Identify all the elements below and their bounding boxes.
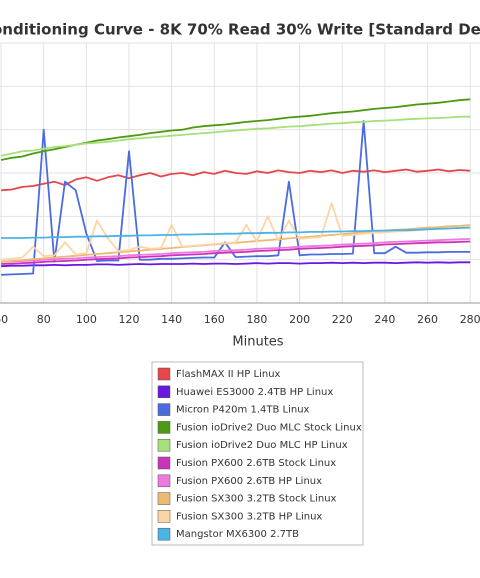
- legend-swatch: [157, 527, 171, 541]
- x-tick-label: 240: [374, 313, 395, 326]
- chart-title: onditioning Curve - 8K 70% Read 30% Writ…: [0, 21, 480, 39]
- x-tick-label: 280: [460, 313, 480, 326]
- legend-swatch: [157, 385, 171, 399]
- series-line: [1, 226, 471, 239]
- legend-label: Huawei ES3000 2.4TB HP Linux: [176, 387, 333, 398]
- legend-label: Fusion PX600 2.6TB HP Linux: [176, 476, 322, 487]
- plot: [0, 42, 480, 304]
- series-line: [1, 120, 471, 276]
- x-tick-label: 140: [161, 313, 182, 326]
- x-tick-label: 260: [417, 313, 438, 326]
- x-tick-label: 220: [332, 313, 353, 326]
- legend-swatch: [157, 403, 171, 416]
- x-axis-label: Minutes: [232, 335, 283, 350]
- legend-swatch: [157, 367, 171, 381]
- series-line: [1, 240, 471, 265]
- legend-swatch: [157, 438, 171, 452]
- series-line: [1, 261, 471, 268]
- legend-label: Fusion SX300 3.2TB HP Linux: [176, 511, 322, 522]
- legend-label: Fusion SX300 3.2TB Stock Linux: [176, 494, 337, 505]
- legend-label: Micron P420m 1.4TB Linux: [176, 405, 310, 416]
- x-tick-label: 200: [289, 313, 310, 326]
- legend-swatch: [157, 474, 171, 488]
- x-tick-label: 100: [76, 313, 97, 326]
- legend-swatch: [157, 510, 171, 523]
- legend-swatch: [157, 421, 171, 434]
- legend-swatch: [157, 456, 171, 470]
- series-line: [1, 168, 471, 192]
- series-line: [1, 202, 471, 261]
- legend-label: FlashMAX II HP Linux: [176, 369, 281, 380]
- legend-label: Mangstor MX6300 2.7TB: [176, 529, 299, 540]
- series-line: [1, 238, 471, 263]
- x-tick-label: 180: [246, 313, 267, 326]
- legend-label: Fusion ioDrive2 Duo MLC HP Linux: [176, 440, 348, 451]
- x-tick-label: 160: [204, 313, 225, 326]
- legend-label: Fusion PX600 2.6TB Stock Linux: [176, 458, 336, 469]
- legend-label: Fusion ioDrive2 Duo MLC Stock Linux: [176, 422, 362, 433]
- series-line: [0, 115, 471, 157]
- legend: [151, 361, 364, 546]
- x-tick-label: 120: [119, 313, 140, 326]
- x-tick-label: 80: [37, 313, 51, 326]
- x-tick-label: 60: [0, 313, 8, 326]
- legend-swatch: [157, 492, 171, 505]
